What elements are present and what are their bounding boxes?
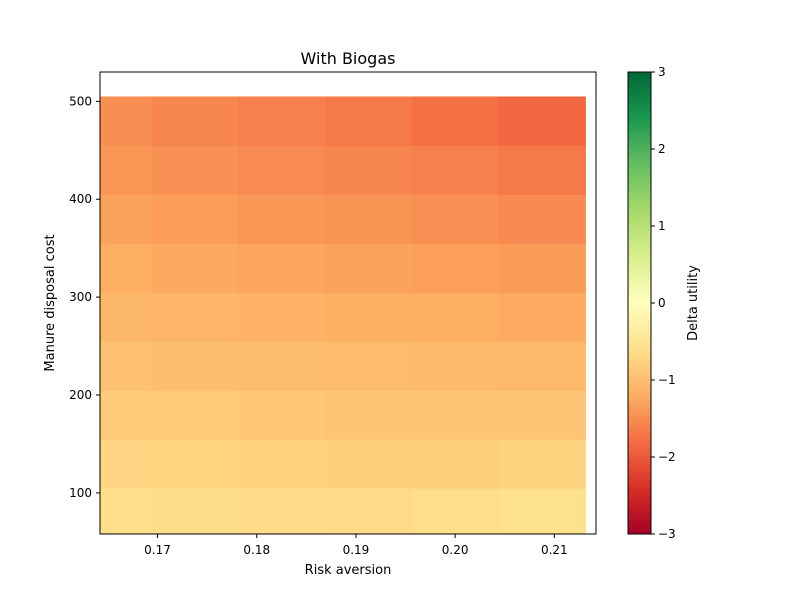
colorbar-tick-label: −2 <box>658 450 676 464</box>
colorbar-tick-label: −3 <box>658 527 676 541</box>
heatmap-cell <box>324 292 413 342</box>
heatmap-cell <box>100 145 152 195</box>
heatmap-cell <box>238 96 326 147</box>
heatmap-cell <box>498 145 586 195</box>
heatmap-cell <box>324 145 413 195</box>
heatmap-cell <box>411 439 500 489</box>
heatmap-cells <box>100 96 586 534</box>
heatmap-cell <box>324 96 413 147</box>
plot-frame <box>99 71 597 535</box>
heatmap-cell <box>151 341 239 391</box>
heatmap-cell <box>238 145 326 195</box>
x-tick-label: 0.19 <box>343 543 370 557</box>
x-tick-label: 0.20 <box>442 543 469 557</box>
heatmap-cell <box>100 292 152 342</box>
x-axis-label: Risk aversion <box>305 563 392 578</box>
heatmap-cell <box>238 487 326 534</box>
heatmap-cell <box>151 243 239 293</box>
heatmap-cell <box>411 292 500 342</box>
heatmap-cell <box>238 341 326 391</box>
y-tick-label: 300 <box>69 290 92 304</box>
heatmap-cell <box>151 292 239 342</box>
x-axis: 0.17 0.18 0.19 0.20 0.21 <box>144 534 568 557</box>
heatmap-cell <box>498 439 586 489</box>
heatmap-cell <box>324 341 413 391</box>
heatmap-cell <box>100 194 152 244</box>
colorbar-tick-label: 2 <box>658 142 666 156</box>
heatmap-cell <box>411 487 500 534</box>
heatmap-cell <box>151 194 239 244</box>
y-axis-label: Manure disposal cost <box>43 234 58 371</box>
y-tick-label: 400 <box>69 192 92 206</box>
heatmap-cell <box>151 390 239 440</box>
x-tick-label: 0.17 <box>144 543 171 557</box>
heatmap-cell <box>151 96 239 147</box>
heatmap-cell <box>498 390 586 440</box>
heatmap-cell <box>238 194 326 244</box>
heatmap-cell <box>151 487 239 534</box>
colorbar-tick-label: 1 <box>658 219 666 233</box>
colorbar-axis: −3 −2 −1 0 1 2 3 <box>651 65 676 541</box>
heatmap-cell <box>324 439 413 489</box>
heatmap-cell <box>498 292 586 342</box>
heatmap-cell <box>498 96 586 147</box>
heatmap-cell <box>411 243 500 293</box>
heatmap-cell <box>324 194 413 244</box>
heatmap-cell <box>324 243 413 293</box>
heatmap-cell <box>238 243 326 293</box>
x-tick-label: 0.18 <box>243 543 270 557</box>
colorbar-tick-label: 0 <box>658 296 666 310</box>
heatmap-cell <box>324 487 413 534</box>
heatmap-cell <box>100 96 152 147</box>
heatmap-cell <box>100 487 152 534</box>
heatmap-cell <box>324 390 413 440</box>
colorbar-label: Delta utility <box>686 265 701 341</box>
heatmap-cell <box>238 439 326 489</box>
heatmap-cell <box>151 439 239 489</box>
heatmap-cell <box>411 194 500 244</box>
heatmap-cell <box>100 243 152 293</box>
heatmap-cell <box>100 439 152 489</box>
heatmap-cell <box>238 390 326 440</box>
heatmap-cell <box>238 292 326 342</box>
y-tick-label: 500 <box>69 94 92 108</box>
y-tick-label: 200 <box>69 388 92 402</box>
heatmap-cell <box>151 145 239 195</box>
colorbar <box>627 71 652 535</box>
x-tick-label: 0.21 <box>541 543 568 557</box>
chart-title: With Biogas <box>301 49 396 68</box>
heatmap-cell <box>100 341 152 391</box>
y-axis: 100 200 300 400 500 <box>69 94 100 500</box>
colorbar-tick-label: 3 <box>658 65 666 79</box>
heatmap-cell <box>498 194 586 244</box>
heatmap-cell <box>498 487 586 534</box>
heatmap-cell <box>100 390 152 440</box>
heatmap-cell <box>411 341 500 391</box>
y-tick-label: 100 <box>69 486 92 500</box>
heatmap-cell <box>411 145 500 195</box>
heatmap-cell <box>411 96 500 147</box>
heatmap-cell <box>411 390 500 440</box>
heatmap-cell <box>498 341 586 391</box>
colorbar-tick-label: −1 <box>658 373 676 387</box>
heatmap-cell <box>498 243 586 293</box>
